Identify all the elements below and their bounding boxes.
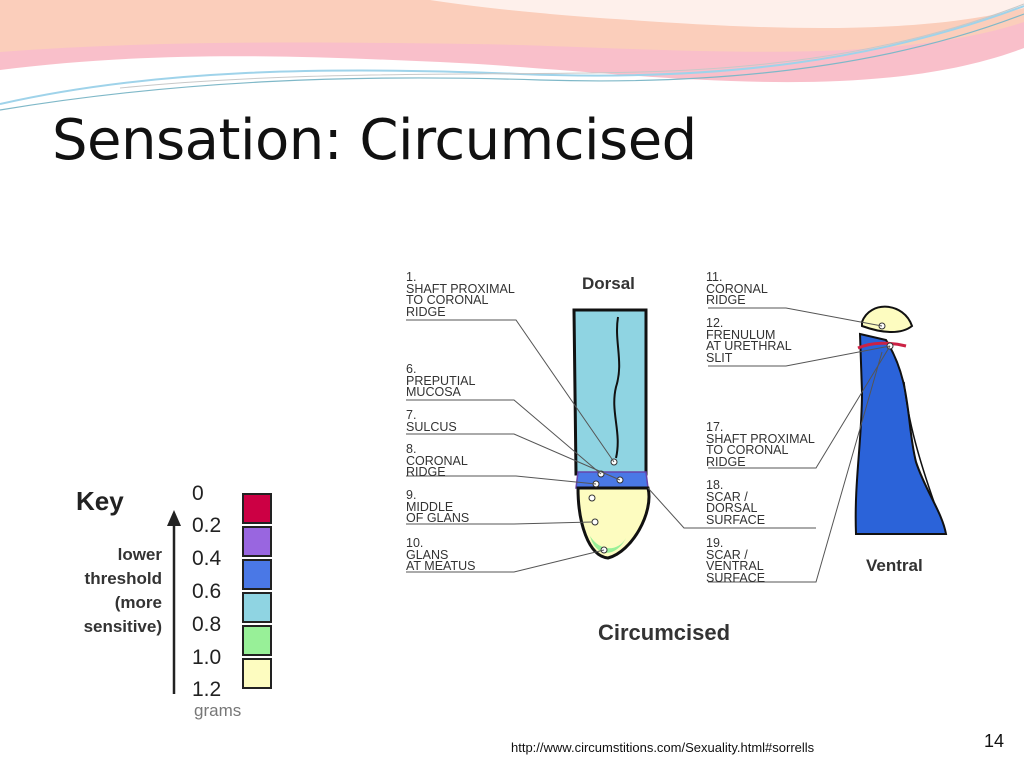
label-8-number: 8.	[406, 442, 417, 456]
ventral-view	[854, 305, 948, 535]
label-10: 10. GLANS AT MEATUS	[406, 536, 476, 573]
key-swatch-red	[242, 493, 272, 524]
key-swatch-light-blue	[242, 592, 272, 623]
label-6: 6. PREPUTIAL MUCOSA	[406, 362, 476, 399]
source-url: http://www.circumstitions.com/Sexuality.…	[511, 740, 815, 755]
leader-7	[406, 433, 621, 481]
key-swatch-green	[242, 625, 272, 656]
sensitivity-key: Key lower threshold (more sensitive) 0 0…	[62, 478, 284, 728]
ventral-scar	[857, 341, 907, 350]
leader-lines	[406, 307, 891, 583]
dorsal-point-10	[591, 518, 599, 526]
label-9-text: MIDDLE OF GLANS	[406, 499, 470, 525]
banner-grey-line	[119, 3, 1024, 89]
leader-1	[406, 319, 615, 463]
dorsal-view	[572, 308, 651, 560]
key-value-0-8: 0.8	[192, 613, 222, 636]
figure-caption: Circumcised	[598, 620, 731, 645]
dorsal-vein	[613, 316, 621, 459]
decorative-banner	[0, 0, 1024, 111]
label-11: 11. CORONAL RIDGE	[706, 270, 768, 307]
key-value-0-4: 0.4	[192, 547, 222, 570]
dorsal-glans-inner	[590, 536, 626, 553]
label-19-number: 19.	[706, 536, 724, 550]
label-1-number: 1.	[406, 270, 417, 284]
label-17-text: SHAFT PROXIMAL TO CORONAL RIDGE	[706, 431, 815, 469]
key-unit: grams	[194, 701, 242, 720]
leader-6	[406, 399, 602, 475]
diagram-illustration	[406, 305, 948, 583]
leader-8	[406, 475, 597, 485]
key-swatch-yellow	[242, 658, 272, 689]
ventral-glans	[861, 305, 914, 333]
label-8: 8. CORONAL RIDGE	[406, 442, 468, 479]
leader-12	[708, 345, 891, 367]
leader-19	[708, 351, 883, 583]
label-19-text: SCAR / VENTRAL SURFACE	[706, 547, 766, 585]
label-1: 1. SHAFT PROXIMAL TO CORONAL RIDGE	[406, 270, 515, 319]
label-8-text: CORONAL RIDGE	[406, 453, 468, 479]
leader-10	[406, 549, 605, 573]
label-10-number: 10.	[406, 536, 424, 550]
slide-title: Sensation: Circumcised	[52, 108, 697, 173]
label-12: 12. FRENULUM AT URETHRAL SLIT	[706, 316, 792, 365]
key-description-line-4: sensitive)	[83, 617, 162, 636]
label-12-number: 12.	[706, 316, 724, 330]
label-1-text: SHAFT PROXIMAL TO CORONAL RIDGE	[406, 281, 515, 319]
dorsal-point-9	[588, 494, 596, 502]
label-19: 19. SCAR / VENTRAL SURFACE	[706, 536, 766, 585]
key-title: Key	[76, 486, 124, 516]
label-7-text: SULCUS	[406, 419, 457, 434]
label-11-text: CORONAL RIDGE	[706, 281, 768, 307]
dorsal-shaft	[572, 308, 648, 476]
ventral-label: Ventral	[866, 556, 923, 575]
label-18-number: 18.	[706, 478, 724, 492]
ventral-shaft	[854, 332, 948, 535]
label-17-number: 17.	[706, 420, 724, 434]
ventral-detail-line	[903, 381, 935, 503]
sensation-diagram: 1. SHAFT PROXIMAL TO CORONAL RIDGE 6. PR…	[396, 262, 966, 662]
label-9-number: 9.	[406, 488, 417, 502]
label-6-text: PREPUTIAL MUCOSA	[406, 373, 476, 399]
leader-11	[708, 307, 883, 327]
dorsal-mucosa-band	[575, 471, 649, 489]
key-value-0-2: 0.2	[192, 514, 222, 537]
key-swatch-blue	[242, 559, 272, 590]
dorsal-label: Dorsal	[582, 274, 635, 293]
label-7: 7. SULCUS	[406, 408, 457, 434]
leader-17	[708, 345, 891, 469]
up-arrow-icon	[167, 510, 181, 694]
leader-9	[406, 521, 593, 525]
label-18: 18. SCAR / DORSAL SURFACE	[706, 478, 766, 527]
key-value-1-2: 1.2	[192, 678, 222, 701]
label-10-text: GLANS AT MEATUS	[406, 547, 476, 573]
leader-18	[647, 487, 816, 529]
key-description-line-1: lower	[117, 545, 162, 564]
label-18-text: SCAR / DORSAL SURFACE	[706, 489, 766, 527]
key-description-line-3: (more	[114, 593, 162, 612]
label-12-text: FRENULUM AT URETHRAL SLIT	[706, 327, 792, 365]
key-value-1-0: 1.0	[192, 646, 222, 669]
key-value-0: 0	[192, 482, 204, 505]
label-17: 17. SHAFT PROXIMAL TO CORONAL RIDGE	[706, 420, 815, 469]
key-swatch-purple	[242, 526, 272, 557]
key-value-0-6: 0.6	[192, 580, 222, 603]
label-11-number: 11.	[706, 270, 723, 284]
banner-teal-line	[0, 13, 1024, 111]
key-description-line-2: threshold	[84, 569, 162, 588]
banner-white-band	[430, 0, 1024, 29]
label-7-number: 7.	[406, 408, 417, 422]
slide-number: 14	[984, 731, 1005, 751]
label-9: 9. MIDDLE OF GLANS	[406, 488, 470, 525]
label-6-number: 6.	[406, 362, 417, 376]
dorsal-glans	[576, 486, 651, 560]
